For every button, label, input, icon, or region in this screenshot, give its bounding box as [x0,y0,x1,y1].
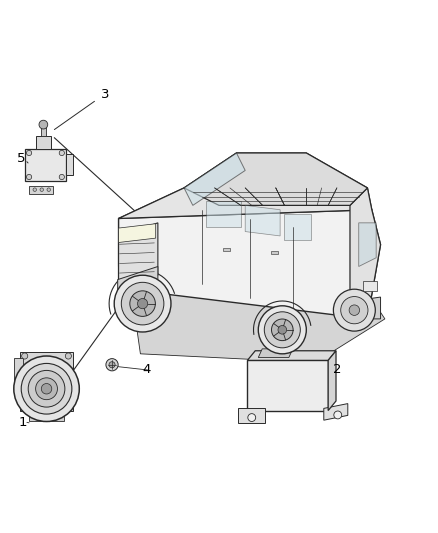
Circle shape [333,289,375,331]
Circle shape [138,298,148,309]
Polygon shape [328,351,336,410]
Polygon shape [324,403,348,420]
Circle shape [130,291,155,317]
Text: 5: 5 [17,152,26,165]
Polygon shape [247,351,336,360]
Bar [35,136,51,149]
Circle shape [109,362,115,368]
Polygon shape [119,188,184,266]
Circle shape [21,364,72,414]
Bar [272,251,278,254]
Polygon shape [119,224,155,243]
Text: 4: 4 [143,364,151,376]
Polygon shape [29,410,64,422]
Polygon shape [350,188,381,319]
Polygon shape [206,201,241,227]
Circle shape [26,150,32,156]
Polygon shape [245,205,280,236]
Polygon shape [25,149,66,181]
Polygon shape [119,223,158,288]
Circle shape [43,413,50,420]
Circle shape [264,312,300,348]
Polygon shape [184,153,367,205]
Polygon shape [66,154,73,175]
Polygon shape [119,153,372,219]
Polygon shape [20,352,73,410]
Polygon shape [285,214,311,240]
Polygon shape [119,210,381,319]
Circle shape [278,326,286,334]
Polygon shape [247,360,328,410]
Circle shape [334,411,342,419]
Bar [41,127,46,136]
Circle shape [114,275,171,332]
Circle shape [272,319,293,341]
Circle shape [40,188,43,191]
Circle shape [106,359,118,371]
Text: 3: 3 [101,88,110,101]
Polygon shape [258,349,293,358]
Circle shape [41,384,52,394]
Text: 1: 1 [19,416,28,429]
Circle shape [59,174,64,180]
Polygon shape [359,223,376,266]
Circle shape [59,150,64,156]
Text: 2: 2 [332,364,341,376]
Polygon shape [238,408,265,423]
Polygon shape [132,293,385,362]
Circle shape [35,378,57,400]
Circle shape [47,188,50,191]
Polygon shape [184,153,245,205]
Bar [29,185,53,193]
Polygon shape [350,297,381,319]
Circle shape [28,370,65,407]
Bar [223,248,230,251]
Circle shape [39,120,48,129]
Circle shape [248,414,256,422]
Circle shape [341,296,368,324]
Circle shape [258,306,306,354]
Circle shape [26,174,32,180]
Circle shape [33,188,36,191]
Polygon shape [14,358,22,395]
Circle shape [21,353,28,359]
Circle shape [65,353,71,359]
Circle shape [349,305,360,316]
Circle shape [14,356,79,422]
Bar [363,281,377,290]
Polygon shape [118,266,158,293]
Circle shape [121,282,164,325]
